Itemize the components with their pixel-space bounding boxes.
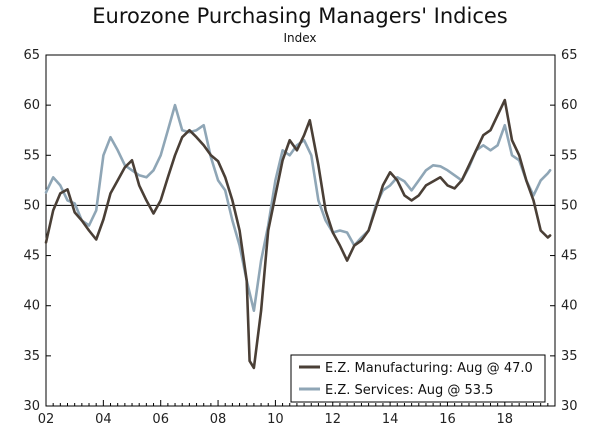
x-tick-label: 04 xyxy=(95,412,112,427)
series-line-services xyxy=(44,103,552,313)
chart-title: Eurozone Purchasing Managers' Indices xyxy=(92,4,508,28)
y-tick-label-left: 60 xyxy=(23,98,40,113)
series-line-manufacturing xyxy=(44,98,552,370)
x-tick-label: 18 xyxy=(497,412,514,427)
legend-label-manufacturing: E.Z. Manufacturing: Aug @ 47.0 xyxy=(325,361,533,376)
y-tick-label-right: 35 xyxy=(561,349,578,364)
axes-group: 30 30 35 35 40 40 45 45 50 50 55 55 60 60 65 65 02 04 06 08… xyxy=(23,48,577,427)
legend-box xyxy=(290,354,546,403)
x-tick-label: 06 xyxy=(152,412,169,427)
legend-label-services: E.Z. Services: Aug @ 53.5 xyxy=(325,383,493,398)
y-tick-label-left: 55 xyxy=(23,148,40,163)
y-tick-label-right: 45 xyxy=(561,249,578,264)
x-tick-label: 02 xyxy=(38,412,55,427)
chart-subtitle: Index xyxy=(283,31,317,45)
legend: E.Z. Manufacturing: Aug @ 47.0 E.Z. Serv… xyxy=(290,354,546,403)
y-tick-label-left: 45 xyxy=(23,249,40,264)
y-tick-label-left: 35 xyxy=(23,349,40,364)
x-tick-label: 14 xyxy=(382,412,399,427)
plot-frame xyxy=(45,54,556,407)
y-tick-label-right: 50 xyxy=(561,198,578,213)
x-tick-label: 12 xyxy=(324,412,341,427)
x-tick-label: 16 xyxy=(439,412,456,427)
y-tick-label-left: 50 xyxy=(23,198,40,213)
y-tick-label-right: 40 xyxy=(561,299,578,314)
y-tick-label-right: 60 xyxy=(561,98,578,113)
y-tick-label-left: 40 xyxy=(23,299,40,314)
x-tick-label: 10 xyxy=(267,412,284,427)
y-tick-label-right: 55 xyxy=(561,148,578,163)
x-tick-label: 08 xyxy=(210,412,227,427)
y-tick-label-right: 65 xyxy=(561,48,578,63)
y-tick-label-left: 30 xyxy=(23,399,40,414)
y-tick-label-left: 65 xyxy=(23,48,40,63)
series-group xyxy=(44,98,552,370)
y-tick-label-right: 30 xyxy=(561,399,578,414)
